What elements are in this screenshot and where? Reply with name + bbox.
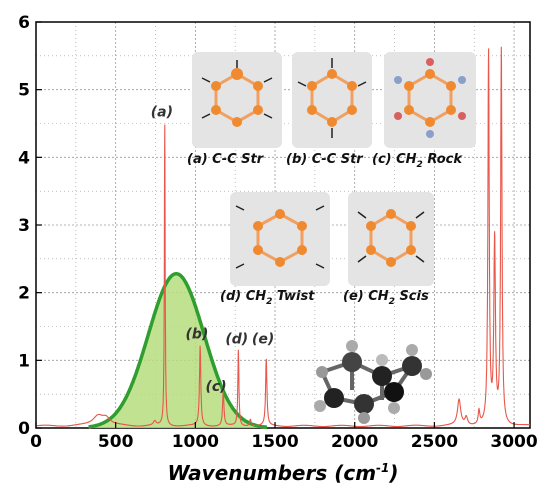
x-axis-label-close: ) xyxy=(388,461,398,485)
x-axis-label: Wavenumbers (cm-1) xyxy=(167,461,398,485)
x-tick-label-2000: 2000 xyxy=(331,432,378,452)
x-axis-label-sup: -1 xyxy=(376,461,389,475)
y-axis-ticks: 0 1 2 3 4 5 6 xyxy=(18,13,42,439)
mode-label-e-main: (e) CH xyxy=(343,289,389,304)
mode-label-d-sub: 2 xyxy=(266,297,272,307)
x-tick-label-500: 500 xyxy=(98,432,134,452)
c-c-stretch-mode-2-icon xyxy=(292,52,372,148)
c-c-stretch-mode-1-icon xyxy=(192,52,282,148)
cyclohexane-ball-and-stick-model-icon xyxy=(314,340,432,424)
peak-label-1: (b) xyxy=(186,327,209,343)
mode-label-e-tail: Scis xyxy=(395,289,429,304)
y-tick-label-3: 3 xyxy=(18,216,30,236)
mode-label-e-sub: 2 xyxy=(389,297,395,307)
peak-label-0: (a) xyxy=(151,105,173,121)
peak-label-3: (d) xyxy=(225,331,248,347)
x-axis-label-main: Wavenumbers (cm xyxy=(167,461,376,485)
peak-labels: (a) (b) (c) (d) (e) xyxy=(151,105,274,395)
y-tick-label-0: 0 xyxy=(18,419,30,439)
mode-label-d: (d) CH2 Twist xyxy=(220,289,315,307)
spectrum-line xyxy=(36,46,531,428)
mode-label-c-tail: Rock xyxy=(423,152,464,167)
y-tick-label-4: 4 xyxy=(18,148,30,168)
ch2-rock-mode-icon xyxy=(384,52,476,148)
mode-label-c-main: (c) CH xyxy=(372,152,417,167)
x-tick-label-0: 0 xyxy=(30,432,42,452)
mode-insets xyxy=(192,52,476,424)
ch2-twist-mode-icon xyxy=(230,192,330,286)
mode-label-e: (e) CH2 Scis xyxy=(343,289,429,307)
ch2-scissor-mode-icon xyxy=(348,192,434,286)
mode-label-d-tail: Twist xyxy=(272,289,315,304)
x-tick-label-1000: 1000 xyxy=(172,432,219,452)
mode-label-a: (a) C-C Str xyxy=(187,152,265,167)
x-tick-label-3000: 3000 xyxy=(490,432,537,452)
peak-label-2: (c) xyxy=(206,379,227,395)
y-tick-label-1: 1 xyxy=(18,351,30,371)
y-tick-label-5: 5 xyxy=(18,81,30,101)
y-tick-label-2: 2 xyxy=(18,284,30,304)
peak-label-4: (e) xyxy=(252,331,274,347)
mode-label-b: (b) C-C Str xyxy=(286,152,364,167)
x-tick-label-2500: 2500 xyxy=(411,432,458,452)
y-tick-label-6: 6 xyxy=(18,13,30,33)
mode-label-c: (c) CH2 Rock xyxy=(372,152,463,170)
x-tick-label-1500: 1500 xyxy=(251,432,298,452)
x-axis-ticks: 0 500 1000 1500 2000 2500 3000 xyxy=(30,422,538,452)
mode-label-c-sub: 2 xyxy=(417,160,423,170)
mode-label-d-main: (d) CH xyxy=(220,289,266,304)
